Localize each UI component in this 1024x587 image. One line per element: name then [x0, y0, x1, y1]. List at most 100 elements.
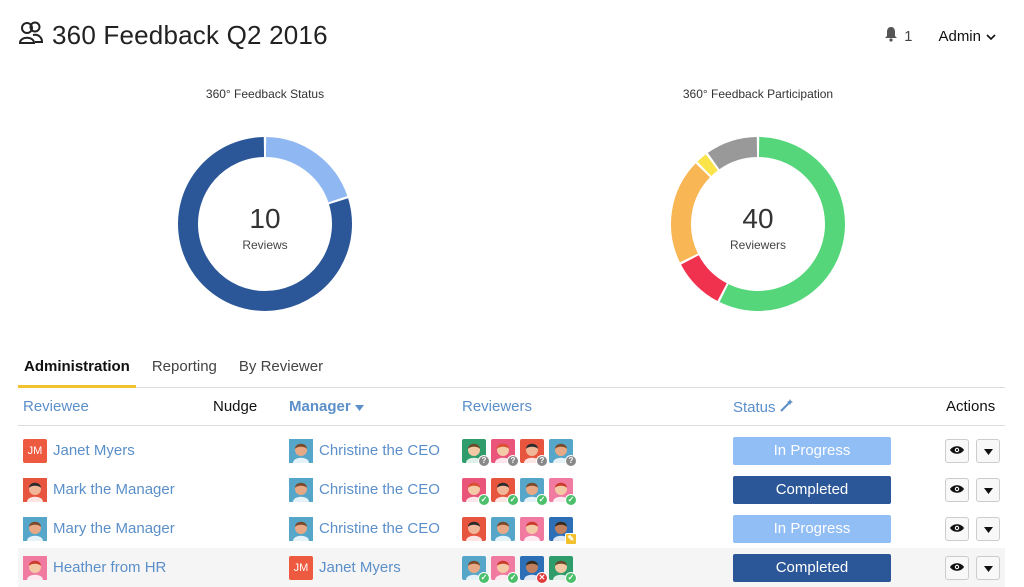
status-badge[interactable]: Completed — [733, 475, 891, 504]
reviewer-avatar[interactable]: ? — [491, 438, 519, 467]
donut-slice-3 — [697, 154, 718, 177]
user-menu-label: Admin — [938, 27, 981, 45]
status-badge[interactable]: Completed — [733, 553, 891, 582]
actions-dropdown-button[interactable] — [976, 516, 1000, 541]
column-reviewers[interactable]: Reviewers — [462, 398, 533, 415]
check-badge-icon: ✓ — [565, 571, 577, 584]
tab-reporting[interactable]: Reporting — [151, 358, 217, 375]
status-chart-value: 10 — [249, 203, 281, 234]
check-badge-icon: ✓ — [507, 493, 519, 506]
reviewers-list: ✓ ✓ ✕ ✓ — [462, 548, 578, 587]
check-badge-icon: ✓ — [565, 493, 577, 506]
reviewee-name-link[interactable]: Janet Myers — [53, 442, 135, 459]
reviewers-list: ✎ — [462, 509, 578, 548]
status-donut-chart — [178, 137, 352, 311]
column-manager-label: Manager — [289, 398, 351, 415]
participation-donut-chart — [671, 137, 845, 311]
pending-badge-icon: ? — [565, 454, 577, 467]
eye-icon — [949, 442, 965, 460]
reviewer-avatar[interactable]: ? — [549, 438, 577, 467]
status-chart-title: 360° Feedback Status — [205, 87, 325, 101]
manager-name-link[interactable]: Janet Myers — [319, 559, 401, 576]
status-badge[interactable]: In Progress — [733, 514, 891, 543]
manager-avatar: JM — [289, 555, 313, 580]
tab-administration[interactable]: Administration — [18, 348, 136, 388]
reviewer-avatar[interactable]: ? — [462, 438, 490, 467]
check-badge-icon: ✓ — [478, 571, 490, 584]
donut-slice-4 — [707, 137, 758, 170]
reviewee-name-link[interactable]: Mary the Manager — [53, 520, 175, 537]
chevron-down-icon — [981, 28, 996, 45]
tab-by-reviewer[interactable]: By Reviewer — [238, 358, 324, 375]
tab-bar: Administration Reporting By Reviewer — [18, 348, 1005, 388]
reviewer-avatar[interactable]: ✕ — [520, 555, 548, 584]
pending-badge-icon: ? — [478, 454, 490, 467]
reviewer-avatar[interactable]: ✓ — [549, 555, 577, 584]
caret-down-icon — [983, 520, 993, 538]
notifications-button[interactable]: 1 — [884, 26, 912, 46]
caret-down-icon — [983, 442, 993, 460]
participation-chart-label: Reviewers — [729, 238, 786, 252]
reviewee-avatar — [23, 555, 47, 580]
check-badge-icon: ✓ — [478, 493, 490, 506]
manager-avatar — [289, 477, 313, 502]
reviewee-name-link[interactable]: Mark the Manager — [53, 481, 175, 498]
column-manager[interactable]: Manager — [289, 398, 364, 415]
donut-slice-0 — [719, 137, 845, 311]
donut-slice-1 — [681, 254, 728, 301]
manager-avatar — [289, 516, 313, 541]
donut-slice-2 — [671, 163, 711, 263]
donut-slice-1 — [178, 137, 352, 311]
reviewee-name-link[interactable]: Heather from HR — [53, 559, 167, 576]
actions-dropdown-button[interactable] — [976, 477, 1000, 502]
column-reviewee[interactable]: Reviewee — [23, 398, 89, 415]
sort-caret-icon — [354, 398, 364, 415]
column-actions: Actions — [946, 398, 996, 415]
page-header: 360 Feedback Q2 2016 1 Admin — [0, 0, 1024, 72]
user-menu[interactable]: Admin — [938, 28, 996, 45]
participation-chart-title: 360° Feedback Participation — [682, 87, 834, 101]
manager-avatar — [289, 438, 313, 463]
pencil-badge-icon: ✎ — [565, 532, 577, 545]
reviewer-avatar[interactable]: ? — [520, 438, 548, 467]
manager-name-link[interactable]: Christine the CEO — [319, 442, 440, 459]
column-nudge: Nudge — [213, 398, 258, 415]
view-button[interactable] — [945, 438, 969, 463]
reviewer-avatar[interactable] — [491, 516, 515, 541]
participation-chart-value: 40 — [742, 203, 774, 234]
reviewer-avatar[interactable]: ✓ — [520, 477, 548, 506]
reviewer-avatar[interactable] — [462, 516, 486, 541]
reviewer-avatar[interactable] — [520, 516, 544, 541]
table-row: JM Janet Myers Christine the CEO ???? In … — [18, 431, 1005, 470]
reviewer-avatar[interactable]: ✓ — [462, 477, 490, 506]
magic-wand-icon — [779, 398, 794, 416]
status-badge[interactable]: In Progress — [733, 436, 891, 465]
notification-count: 1 — [904, 27, 913, 45]
column-status-label: Status — [733, 398, 776, 416]
reviewee-avatar — [23, 516, 47, 541]
check-badge-icon: ✓ — [507, 571, 519, 584]
column-status[interactable]: Status — [733, 398, 794, 416]
reviewer-avatar[interactable]: ✓ — [491, 555, 519, 584]
declined-badge-icon: ✕ — [536, 571, 548, 584]
reviewers-list: ???? — [462, 431, 578, 470]
reviewer-avatar[interactable]: ✓ — [549, 477, 577, 506]
pending-badge-icon: ? — [507, 454, 519, 467]
eye-icon — [949, 520, 965, 538]
eye-icon — [949, 481, 965, 499]
status-chart-label: Reviews — [242, 238, 288, 252]
table-row: Mary the Manager Christine the CEO ✎ In … — [18, 509, 1005, 548]
manager-name-link[interactable]: Christine the CEO — [319, 481, 440, 498]
view-button[interactable] — [945, 555, 969, 580]
caret-down-icon — [983, 559, 993, 577]
bell-icon — [884, 26, 898, 46]
reviewer-avatar[interactable]: ✓ — [462, 555, 490, 584]
reviewer-avatar[interactable]: ✎ — [549, 516, 577, 545]
manager-name-link[interactable]: Christine the CEO — [319, 520, 440, 537]
actions-dropdown-button[interactable] — [976, 555, 1000, 580]
actions-dropdown-button[interactable] — [976, 438, 1000, 463]
view-button[interactable] — [945, 477, 969, 502]
view-button[interactable] — [945, 516, 969, 541]
reviewer-avatar[interactable]: ✓ — [491, 477, 519, 506]
pending-badge-icon: ? — [536, 454, 548, 467]
